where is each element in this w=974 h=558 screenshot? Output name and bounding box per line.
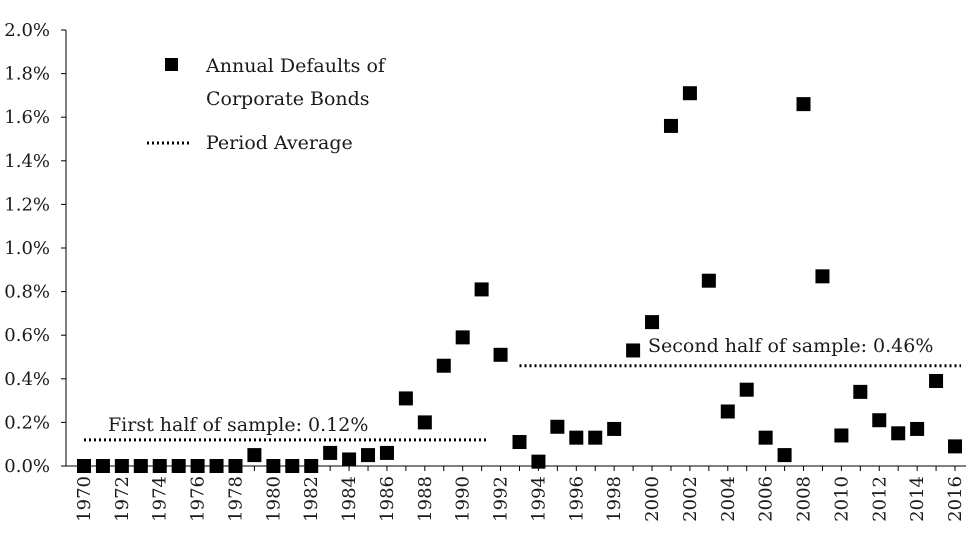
data-point bbox=[872, 413, 887, 428]
x-tick-label: 2004 bbox=[718, 476, 739, 522]
data-point bbox=[588, 430, 603, 445]
period-average-lines bbox=[84, 364, 961, 442]
data-point bbox=[304, 459, 319, 473]
data-point bbox=[190, 459, 205, 473]
axes bbox=[65, 30, 966, 467]
data-point bbox=[607, 421, 622, 436]
data-point bbox=[436, 358, 451, 373]
y-tick-label: 1.4% bbox=[4, 151, 50, 172]
data-point bbox=[929, 373, 944, 388]
legend-marker-square bbox=[165, 58, 178, 71]
second-half-annotation: Second half of sample: 0.46% bbox=[648, 335, 933, 357]
data-point bbox=[777, 448, 792, 463]
x-tick-label: 1998 bbox=[604, 476, 625, 522]
y-tick-label: 0.8% bbox=[4, 282, 50, 303]
x-tick-label: 2000 bbox=[642, 476, 663, 522]
data-point bbox=[379, 445, 394, 460]
data-point bbox=[247, 448, 262, 463]
data-point bbox=[853, 384, 868, 399]
y-tick-label: 1.6% bbox=[4, 107, 50, 128]
data-point bbox=[361, 448, 376, 463]
data-point bbox=[948, 439, 962, 454]
data-point bbox=[626, 343, 641, 358]
data-point bbox=[531, 454, 546, 469]
y-tick-label: 0.2% bbox=[4, 412, 50, 433]
data-point bbox=[701, 273, 716, 288]
data-point bbox=[266, 459, 281, 473]
data-point bbox=[682, 86, 697, 101]
data-point bbox=[796, 97, 811, 112]
x-tick-label: 2010 bbox=[831, 476, 852, 522]
data-point bbox=[758, 430, 773, 445]
data-point bbox=[95, 459, 110, 473]
x-tick-label: 1976 bbox=[188, 476, 209, 522]
data-point bbox=[152, 459, 167, 473]
y-axis-ticks: 0.0% 0.2% 0.4% 0.6% 0.8% 1.0% 1.2% 1.4% 1.6% 1.8%… bbox=[4, 20, 66, 477]
data-point bbox=[228, 459, 243, 473]
y-tick-label: 0.0% bbox=[4, 456, 50, 477]
y-tick-label: 1.0% bbox=[4, 238, 50, 259]
x-tick-label: 1996 bbox=[566, 476, 587, 522]
data-point bbox=[133, 459, 148, 473]
x-tick-label: 1990 bbox=[453, 476, 474, 522]
data-point bbox=[512, 435, 527, 450]
data-point bbox=[663, 118, 678, 133]
x-tick-label: 1994 bbox=[528, 476, 549, 522]
data-point bbox=[815, 269, 830, 284]
data-point bbox=[550, 419, 565, 434]
x-tick-label: 1978 bbox=[225, 476, 246, 522]
x-tick-label: 2006 bbox=[756, 476, 777, 522]
data-point bbox=[114, 459, 129, 473]
data-point bbox=[645, 315, 660, 330]
data-point bbox=[834, 428, 849, 443]
data-point bbox=[417, 415, 432, 430]
data-point bbox=[342, 452, 357, 467]
first-half-annotation: First half of sample: 0.12% bbox=[108, 414, 368, 436]
y-tick-label: 0.4% bbox=[4, 369, 50, 390]
x-tick-label: 2008 bbox=[794, 476, 815, 522]
data-point bbox=[77, 459, 91, 473]
data-point bbox=[569, 430, 584, 445]
data-point bbox=[455, 330, 470, 345]
y-tick-label: 1.8% bbox=[4, 64, 50, 85]
legend-average-label: Period Average bbox=[206, 132, 353, 154]
data-point bbox=[285, 459, 300, 473]
legend: Annual Defaults of Corporate Bonds Perio… bbox=[147, 55, 387, 154]
x-tick-label: 1980 bbox=[263, 476, 284, 522]
data-point bbox=[323, 445, 338, 460]
x-tick-label: 1986 bbox=[377, 476, 398, 522]
y-tick-label: 0.6% bbox=[4, 325, 50, 346]
x-tick-label: 1972 bbox=[112, 476, 133, 522]
y-tick-label: 2.0% bbox=[4, 20, 50, 41]
data-point bbox=[910, 421, 925, 436]
data-point bbox=[209, 459, 224, 473]
x-tick-label: 1974 bbox=[150, 476, 171, 522]
x-tick-label: 1970 bbox=[74, 476, 95, 522]
data-points bbox=[77, 86, 962, 473]
annotations: First half of sample: 0.12% Second half … bbox=[108, 335, 933, 436]
data-point bbox=[398, 391, 413, 406]
x-tick-label: 1982 bbox=[301, 476, 322, 522]
legend-label-line1: Annual Defaults of bbox=[205, 55, 387, 77]
x-tick-label: 2002 bbox=[680, 476, 701, 522]
data-point bbox=[493, 347, 508, 362]
x-tick-label: 2012 bbox=[869, 476, 890, 522]
x-tick-label: 1988 bbox=[415, 476, 436, 522]
data-point bbox=[739, 382, 754, 397]
x-tick-label: 1992 bbox=[491, 476, 512, 522]
data-point bbox=[891, 426, 906, 441]
x-axis-ticks: 1970 1972 1974 1976 1978 1980 1982 1984 1986 1988… bbox=[74, 466, 966, 522]
data-point bbox=[474, 282, 489, 297]
x-tick-label: 2016 bbox=[945, 476, 966, 522]
x-tick-label: 2014 bbox=[907, 476, 928, 522]
legend-label-line2: Corporate Bonds bbox=[206, 88, 370, 110]
x-tick-label: 1984 bbox=[339, 476, 360, 522]
data-point bbox=[171, 459, 186, 473]
y-tick-label: 1.2% bbox=[4, 194, 50, 215]
data-point bbox=[720, 404, 735, 419]
